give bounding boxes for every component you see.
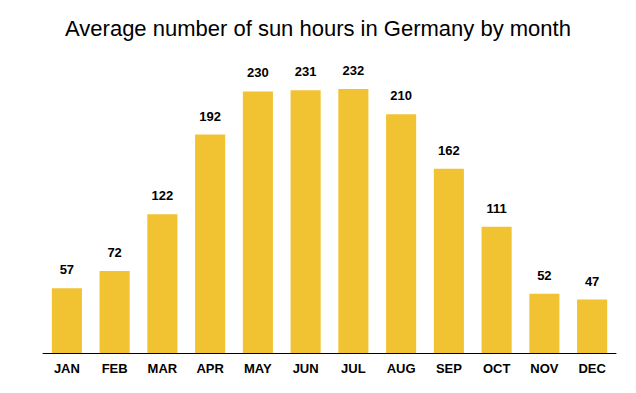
svg-text:47: 47: [585, 274, 599, 289]
svg-text:162: 162: [438, 143, 460, 158]
svg-text:JUN: JUN: [293, 361, 319, 376]
svg-text:Average number of sun hours in: Average number of sun hours in Germany b…: [65, 16, 571, 41]
svg-text:111: 111: [486, 201, 506, 216]
svg-text:MAR: MAR: [148, 361, 178, 376]
svg-text:52: 52: [537, 268, 551, 283]
svg-text:72: 72: [107, 245, 121, 260]
svg-text:OCT: OCT: [483, 361, 511, 376]
svg-text:APR: APR: [196, 361, 224, 376]
svg-text:AUG: AUG: [387, 361, 416, 376]
svg-text:232: 232: [343, 63, 365, 78]
svg-text:231: 231: [295, 64, 317, 79]
svg-text:230: 230: [247, 65, 269, 80]
svg-text:MAY: MAY: [244, 361, 272, 376]
svg-text:192: 192: [199, 109, 221, 124]
svg-text:SEP: SEP: [436, 361, 462, 376]
svg-text:JAN: JAN: [54, 361, 80, 376]
svg-text:NOV: NOV: [530, 361, 559, 376]
svg-text:JUL: JUL: [341, 361, 366, 376]
svg-text:122: 122: [152, 188, 174, 203]
svg-text:FEB: FEB: [102, 361, 128, 376]
svg-text:57: 57: [60, 262, 74, 277]
svg-text:DEC: DEC: [578, 361, 606, 376]
svg-text:210: 210: [390, 88, 412, 103]
